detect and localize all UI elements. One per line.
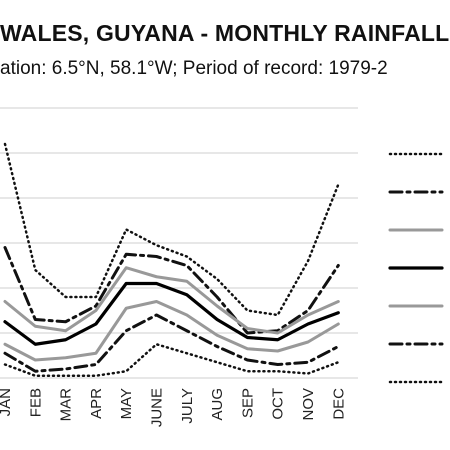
x-tick-label: MAY (118, 388, 135, 419)
x-tick-label: JUNE (149, 388, 166, 427)
x-tick-label: APR (88, 388, 105, 419)
x-tick-label: JULY (179, 388, 196, 424)
x-tick-label: JAN (0, 388, 14, 416)
chart-title: WALES, GUYANA - MONTHLY RAINFALL (0, 20, 450, 46)
series-lines (3, 142, 340, 377)
x-tick-label: FEB (27, 388, 44, 417)
x-tick-label: DEC (330, 388, 347, 420)
series-line-2 (3, 246, 340, 335)
chart-subtitle: ation: 6.5°N, 58.1°W; Period of record: … (0, 58, 388, 79)
x-tick-label: MAR (58, 388, 75, 422)
series-line-1 (3, 142, 340, 317)
gridlines (0, 107, 358, 379)
x-tick-labels: JAN FEB MAR APR MAY JUNE JULY AUG SEP OCT NOV DEC (0, 388, 347, 427)
series-line-7 (3, 343, 340, 377)
x-tick-label: AUG (209, 388, 226, 421)
series-line-6 (3, 313, 340, 373)
series-line-5 (3, 300, 340, 362)
series-line-4 (3, 281, 340, 346)
x-tick-label: SEP (239, 388, 256, 418)
x-tick-label: NOV (300, 388, 317, 421)
x-tick-label: OCT (270, 388, 287, 420)
series-line-3 (3, 266, 340, 335)
legend (388, 152, 444, 384)
